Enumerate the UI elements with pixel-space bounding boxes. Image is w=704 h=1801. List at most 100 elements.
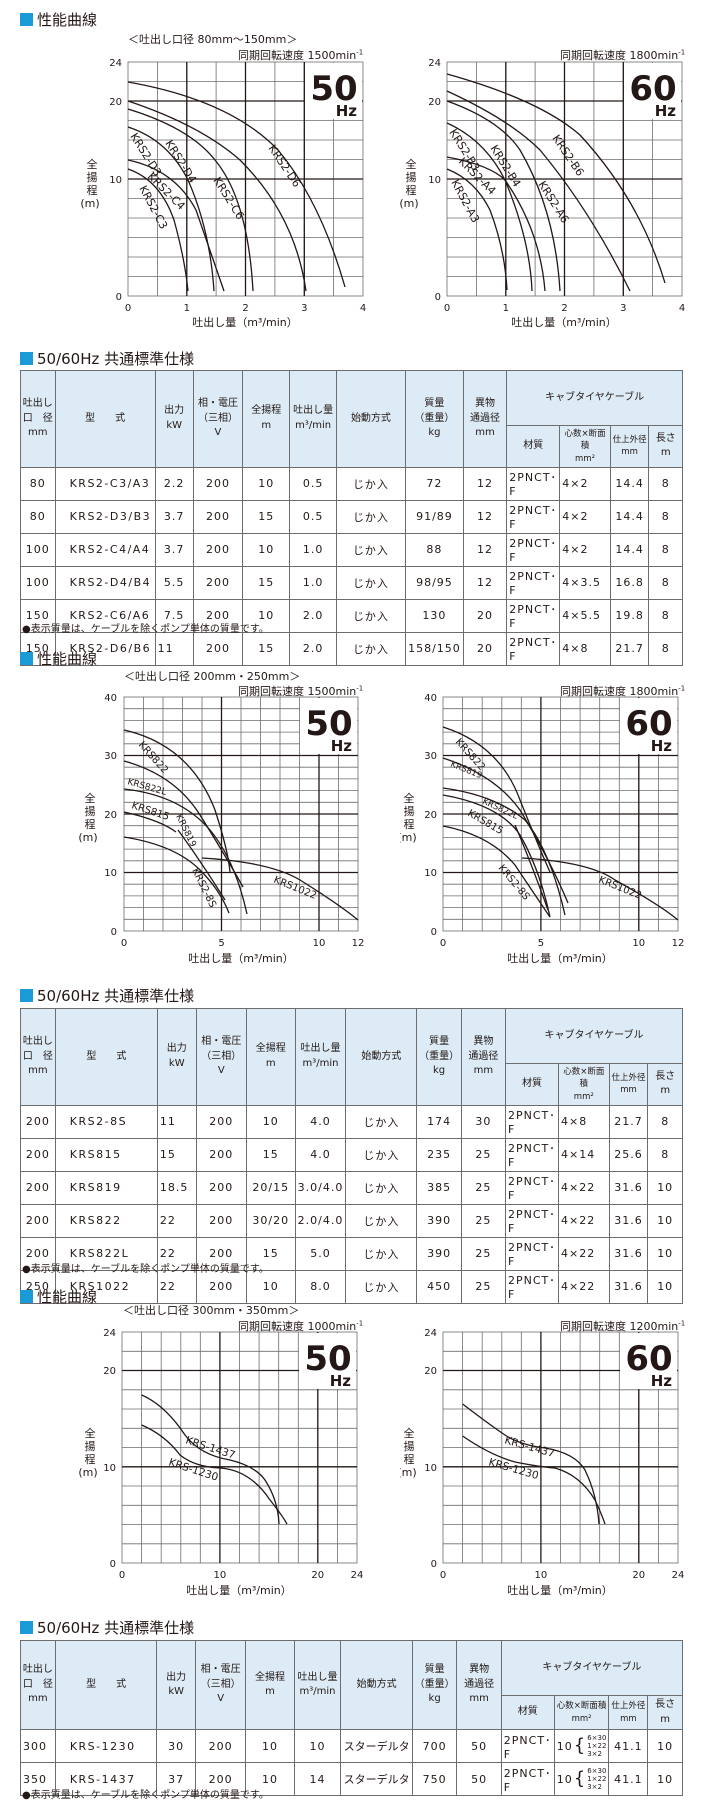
svg-text:4: 4 xyxy=(679,303,685,314)
performance-chart-60hz-large: 60 Hz KRS-1437 KRS-1230 24 20 10 0 0 10 … xyxy=(400,1328,685,1597)
svg-text:揚: 揚 xyxy=(404,805,415,818)
th-head: 全揚程 m xyxy=(242,370,291,468)
svg-text:0: 0 xyxy=(121,938,127,949)
svg-text:揚: 揚 xyxy=(85,805,96,818)
speed-caption-50hz-1: 同期回転速度 1500min-1 xyxy=(238,48,364,62)
svg-text:30: 30 xyxy=(104,751,117,762)
table-row: 200 KRS819 18.5 200 20/15 3.0/4.0 じか入 385 25 2PNC… xyxy=(20,1170,683,1205)
svg-text:12: 12 xyxy=(672,938,685,949)
th-cable: キャブタイヤケーブル xyxy=(506,370,683,426)
svg-text:程: 程 xyxy=(404,1453,415,1466)
section-title-curves-3: 性能曲線 xyxy=(20,1286,97,1307)
svg-text:2: 2 xyxy=(561,303,567,314)
svg-text:程: 程 xyxy=(85,1453,96,1466)
svg-text:(m): (m) xyxy=(400,197,419,210)
svg-text:揚: 揚 xyxy=(406,171,417,184)
table-row: 150 KRS2-C6/A6 7.5 200 10 2.0 じか入 130 20 2PNCT･F 4… xyxy=(20,598,683,633)
svg-text:40: 40 xyxy=(104,693,117,704)
section-title-curves-1: 性能曲線 xyxy=(20,9,97,30)
svg-text:0: 0 xyxy=(435,292,441,303)
svg-text:(m): (m) xyxy=(78,831,97,844)
svg-text:50: 50 xyxy=(304,1339,351,1379)
svg-text:24: 24 xyxy=(428,58,441,69)
th-start: 始動方式 xyxy=(335,370,407,468)
svg-text:50: 50 xyxy=(310,69,357,109)
section-marker-icon xyxy=(20,652,33,665)
svg-text:KRS2-D6: KRS2-D6 xyxy=(266,142,304,189)
th-voltage: 相・電圧 （三相） V xyxy=(192,370,244,468)
th-solids: 異物 通過径 mm xyxy=(462,370,508,468)
svg-text:Hz: Hz xyxy=(651,1372,673,1390)
svg-text:1: 1 xyxy=(503,303,509,314)
svg-text:5: 5 xyxy=(538,938,544,949)
svg-text:吐出し量（m³/min）: 吐出し量（m³/min） xyxy=(507,1583,613,1597)
svg-text:20: 20 xyxy=(632,1570,645,1581)
svg-text:10: 10 xyxy=(632,938,645,949)
section-title-spec-1: 50/60Hz 共通標準仕様 xyxy=(20,348,194,369)
svg-text:KRS819: KRS819 xyxy=(173,813,197,849)
svg-text:24: 24 xyxy=(109,58,122,69)
svg-text:KRS-1437: KRS-1437 xyxy=(184,1434,237,1461)
spec-table-1: 吐出し口 径 mm 型 式 出力 kW 相・電圧 （三相） V 全揚程 m 吐出し量 m³/… xyxy=(20,370,683,666)
speed-caption-60hz-1: 同期回転速度 1800min-1 xyxy=(560,48,686,62)
svg-text:24: 24 xyxy=(424,1328,437,1339)
svg-text:60: 60 xyxy=(629,69,676,109)
svg-text:20: 20 xyxy=(428,97,441,108)
svg-text:吐出し量（m³/min）: 吐出し量（m³/min） xyxy=(511,315,617,329)
diameter-caption-1: ＜吐出し口径 80mm〜150mm＞ xyxy=(128,33,298,46)
svg-text:10: 10 xyxy=(424,1463,437,1474)
performance-chart-50hz-small: 50 Hz KRS2-D6 KRS2-D4 KRS2-C6 KRS2-D3 KR… xyxy=(80,58,366,329)
spec-table-1-body: 80 KRS2-C3/A3 2.2 200 10 0.5 じか入 72 12 2PNCT･F 4×2… xyxy=(20,466,683,666)
svg-text:0: 0 xyxy=(110,1559,116,1570)
performance-chart-50hz-large: 50 Hz KRS-1437 KRS-1230 24 20 10 0 0 10 … xyxy=(78,1328,363,1597)
svg-text:KRS2-A6: KRS2-A6 xyxy=(535,179,571,226)
speed-caption-60hz-2: 同期回転速度 1800min-1 xyxy=(560,684,686,698)
cable-cores-cell: 10{6×30 1×22 3×2 xyxy=(553,1729,610,1763)
section-title-curves-2: 性能曲線 xyxy=(20,648,97,669)
th-cable-od: 仕上外径 mm xyxy=(609,425,650,468)
svg-text:0: 0 xyxy=(440,938,446,949)
th-model: 型 式 xyxy=(54,370,156,468)
svg-text:0: 0 xyxy=(444,303,450,314)
svg-text:50: 50 xyxy=(305,704,352,744)
svg-text:全: 全 xyxy=(85,791,96,805)
svg-text:20: 20 xyxy=(104,810,117,821)
diameter-caption-2: ＜吐出し口径 200mm・250mm＞ xyxy=(124,670,301,683)
section-title-spec-3: 50/60Hz 共通標準仕様 xyxy=(20,1617,194,1638)
svg-text:24: 24 xyxy=(103,1328,116,1339)
svg-text:KRS-1230: KRS-1230 xyxy=(487,1456,540,1482)
svg-text:全: 全 xyxy=(404,1426,415,1440)
section-marker-icon xyxy=(20,989,33,1002)
svg-text:吐出し量（m³/min）: 吐出し量（m³/min） xyxy=(188,951,294,965)
svg-text:程: 程 xyxy=(85,818,96,831)
svg-text:4: 4 xyxy=(360,303,366,314)
svg-text:0: 0 xyxy=(431,927,437,938)
cable-cores-cell: 10{6×30 1×22 3×2 xyxy=(553,1762,610,1796)
performance-chart-60hz-small: 60 Hz KRS2-B6 KRS2-B4 KRS2-A6 KRS2-B3 KR… xyxy=(400,58,685,329)
svg-text:10: 10 xyxy=(428,175,441,186)
svg-text:24: 24 xyxy=(672,1570,685,1581)
th-flow: 吐出し量 m³/min xyxy=(289,370,337,468)
svg-text:1: 1 xyxy=(184,303,190,314)
svg-text:全: 全 xyxy=(404,791,415,805)
svg-text:12: 12 xyxy=(352,938,365,949)
svg-text:揚: 揚 xyxy=(87,171,98,184)
svg-text:3: 3 xyxy=(301,303,307,314)
svg-text:20: 20 xyxy=(103,1366,116,1377)
svg-text:30: 30 xyxy=(424,751,437,762)
svg-text:5: 5 xyxy=(218,938,224,949)
spec-table-3: 吐出し口 径 mm 型 式 出力 kW 相・電圧 （三相） V 全揚程 m 吐出し量 m³/… xyxy=(20,1640,684,1796)
svg-text:全: 全 xyxy=(85,1426,96,1440)
svg-text:3: 3 xyxy=(620,303,626,314)
svg-text:揚: 揚 xyxy=(404,1440,415,1453)
svg-text:10: 10 xyxy=(313,938,326,949)
th-cable-cores: 心数×断面積 mm² xyxy=(559,425,611,468)
svg-text:20: 20 xyxy=(424,810,437,821)
svg-text:0: 0 xyxy=(440,1570,446,1581)
svg-text:0: 0 xyxy=(125,303,131,314)
svg-text:吐出し量（m³/min）: 吐出し量（m³/min） xyxy=(192,315,298,329)
svg-text:Hz: Hz xyxy=(330,1372,352,1390)
section-marker-icon xyxy=(20,13,33,26)
table-row: 80 KRS2-C3/A3 2.2 200 10 0.5 じか入 72 12 2PNCT･F 4×2… xyxy=(20,466,683,501)
svg-text:60: 60 xyxy=(625,704,672,744)
